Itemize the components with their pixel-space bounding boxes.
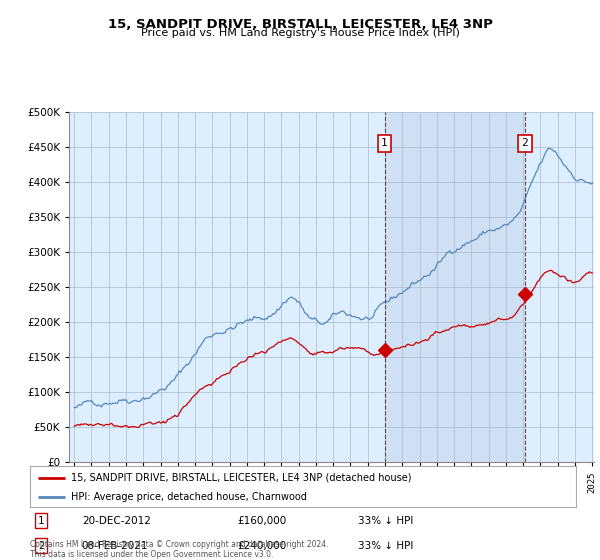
Text: 33% ↓ HPI: 33% ↓ HPI	[358, 516, 413, 525]
Text: 2: 2	[521, 138, 528, 148]
Text: 20-DEC-2012: 20-DEC-2012	[82, 516, 151, 525]
Text: £160,000: £160,000	[238, 516, 287, 525]
Text: 33% ↓ HPI: 33% ↓ HPI	[358, 541, 413, 550]
Text: HPI: Average price, detached house, Charnwood: HPI: Average price, detached house, Char…	[71, 492, 307, 502]
Text: 08-FEB-2021: 08-FEB-2021	[82, 541, 148, 550]
Text: 1: 1	[38, 516, 44, 525]
Text: Contains HM Land Registry data © Crown copyright and database right 2024.
This d: Contains HM Land Registry data © Crown c…	[30, 540, 329, 559]
Text: 1: 1	[381, 138, 388, 148]
Text: 2: 2	[38, 541, 44, 550]
Text: 15, SANDPIT DRIVE, BIRSTALL, LEICESTER, LE4 3NP (detached house): 15, SANDPIT DRIVE, BIRSTALL, LEICESTER, …	[71, 473, 412, 483]
Text: Price paid vs. HM Land Registry's House Price Index (HPI): Price paid vs. HM Land Registry's House …	[140, 28, 460, 38]
Text: £240,000: £240,000	[238, 541, 287, 550]
Text: 15, SANDPIT DRIVE, BIRSTALL, LEICESTER, LE4 3NP: 15, SANDPIT DRIVE, BIRSTALL, LEICESTER, …	[107, 18, 493, 31]
Bar	[385, 112, 525, 462]
